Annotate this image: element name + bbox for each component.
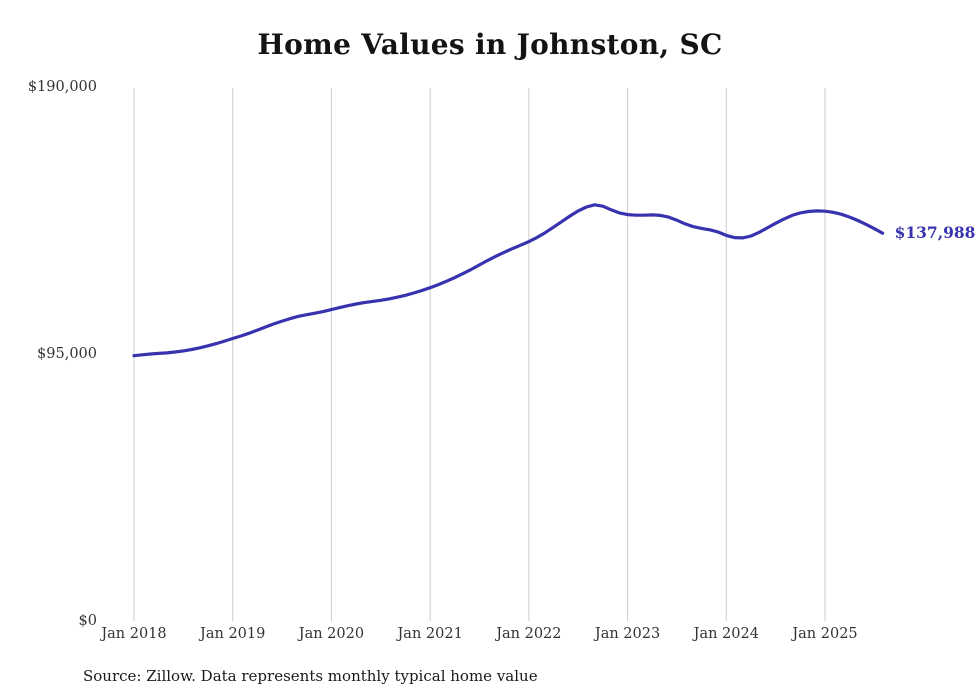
x-tick-label: Jan 2019 [200,626,266,642]
current-value-label: $137,988 [894,223,976,243]
x-tick-label: Jan 2025 [792,626,858,642]
x-tick-label: Jan 2022 [496,626,562,642]
source-note: Source: Zillow. Data represents monthly … [83,667,538,685]
y-tick-label: $95,000 [37,346,97,362]
chart-title: Home Values in Johnston, SC [257,28,723,61]
x-tick-label: Jan 2024 [693,626,759,642]
home-value-line [132,203,885,358]
x-tick-label: Jan 2018 [101,626,167,642]
x-tick-label: Jan 2020 [298,626,365,642]
y-tick-label: $0 [78,613,97,629]
x-tick-label: Jan 2021 [397,626,463,642]
y-tick-label: $190,000 [27,79,97,95]
x-tick-label: Jan 2023 [594,626,661,642]
